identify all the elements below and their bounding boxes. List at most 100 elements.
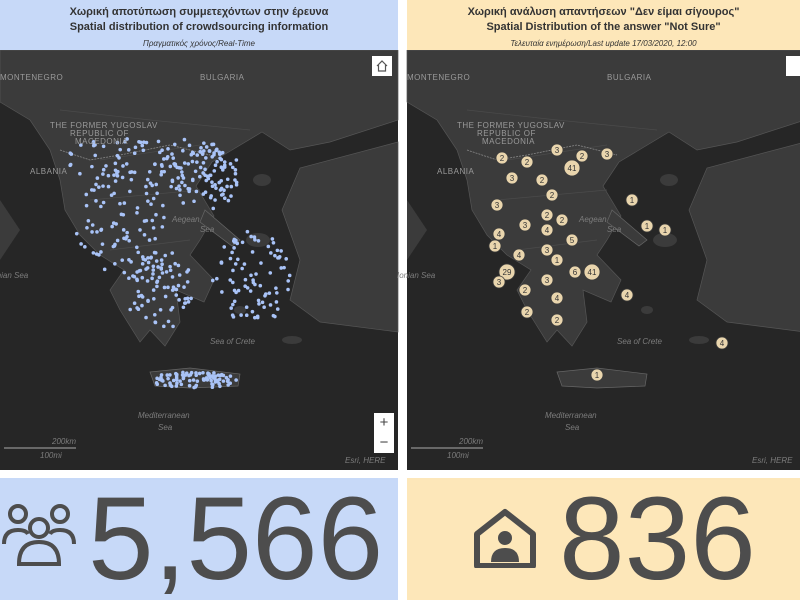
participant-dot <box>163 383 167 388</box>
participant-dot <box>194 371 198 375</box>
participant-dot <box>219 178 224 183</box>
participant-dot <box>181 370 185 375</box>
participant-dot <box>221 168 225 172</box>
participant-dot <box>106 173 111 178</box>
zoom-out[interactable]: − <box>374 433 394 453</box>
participant-dot <box>113 168 118 173</box>
participant-dot <box>185 270 189 274</box>
left-map[interactable]: MONTENEGRO BULGARIA THE FORMER YUGOSLAVREP… <box>0 50 399 470</box>
participant-dot <box>230 250 234 255</box>
participant-dot <box>155 191 159 196</box>
participant-dot <box>218 156 222 161</box>
participant-dot <box>233 262 238 266</box>
people-icon <box>2 504 76 566</box>
participant-dot <box>141 257 146 261</box>
participant-dot <box>287 273 292 278</box>
participant-dot <box>189 296 193 301</box>
participant-dot <box>95 176 100 180</box>
participant-dot <box>114 222 118 226</box>
cluster <box>492 275 506 289</box>
participant-dot <box>178 188 182 192</box>
participant-dot <box>160 225 165 229</box>
participant-dot <box>162 285 167 290</box>
home-button[interactable] <box>372 56 392 76</box>
cluster-count: 4 <box>720 339 725 348</box>
participants-indicator: 5,566 <box>0 478 398 600</box>
cluster <box>568 265 582 279</box>
participant-dot <box>128 170 132 175</box>
participant-dot <box>99 228 103 232</box>
participant-dot <box>201 161 206 165</box>
participant-dot <box>161 203 165 208</box>
participant-dot <box>140 295 145 299</box>
participant-dot <box>112 173 116 177</box>
participant-dot <box>267 291 272 295</box>
participant-dot <box>274 286 278 290</box>
participant-dot <box>250 309 255 314</box>
participant-dot <box>140 262 145 266</box>
participant-dot <box>165 156 169 161</box>
participant-dot <box>142 140 146 144</box>
cluster <box>620 288 634 302</box>
participant-dot <box>125 234 129 239</box>
participant-dot <box>252 315 257 320</box>
participant-dot <box>120 258 125 262</box>
participant-dot <box>136 289 141 294</box>
participant-dot <box>240 266 244 271</box>
participant-dot <box>101 172 105 176</box>
participant-dot <box>90 223 95 227</box>
participant-dot <box>113 161 118 166</box>
participant-dot <box>260 300 265 305</box>
cluster-count: 3 <box>510 174 515 183</box>
cluster-count: 5 <box>570 236 575 245</box>
participant-dot <box>109 193 114 198</box>
participant-dot <box>169 184 173 189</box>
participant-dot <box>174 186 179 191</box>
participant-dot <box>192 385 196 390</box>
participant-dot <box>199 146 203 150</box>
participant-dot <box>137 294 141 299</box>
participant-dot <box>256 298 261 303</box>
cluster <box>550 313 564 327</box>
participant-dot <box>270 237 275 241</box>
map-label: THE FORMER YUGOSLAV <box>50 121 158 130</box>
participant-dot <box>90 230 94 234</box>
cluster-count: 3 <box>523 221 528 230</box>
participant-dot <box>68 151 73 155</box>
participant-dot <box>182 137 187 142</box>
cluster-count: 2 <box>580 152 585 161</box>
participant-dot <box>277 256 281 260</box>
map-label: Sea <box>200 225 215 234</box>
home-button[interactable] <box>786 56 800 76</box>
participant-dot <box>184 371 189 376</box>
participant-dot <box>149 202 153 207</box>
participant-dot <box>225 177 230 182</box>
participant-dot <box>94 252 99 256</box>
participant-dot <box>259 261 263 265</box>
map-label: MACEDONIA <box>75 137 128 146</box>
participant-dot <box>154 212 158 217</box>
participant-dot <box>176 283 181 288</box>
participant-dot <box>101 144 106 149</box>
participant-dot <box>110 224 114 229</box>
participant-dot <box>154 182 159 187</box>
participant-dot <box>112 191 116 196</box>
participant-dot <box>210 278 215 283</box>
participant-dot <box>176 263 181 268</box>
participant-dot <box>158 308 163 312</box>
cluster-count: 4 <box>497 230 502 239</box>
participant-dot <box>181 201 186 205</box>
zoom-in[interactable]: + <box>374 413 394 433</box>
participant-dot <box>236 288 241 293</box>
participant-dot <box>127 257 131 262</box>
participant-dot <box>233 171 238 176</box>
not-sure-indicator: 836 <box>407 478 800 600</box>
cluster <box>555 213 569 227</box>
cluster <box>550 253 564 267</box>
participant-dot <box>147 170 152 174</box>
participant-dot <box>84 192 89 197</box>
participant-dot <box>156 265 160 269</box>
participant-dot <box>129 177 134 182</box>
title: Χωρική αποτύπωση συμμετεχόντων στην έρευ… <box>69 6 329 18</box>
